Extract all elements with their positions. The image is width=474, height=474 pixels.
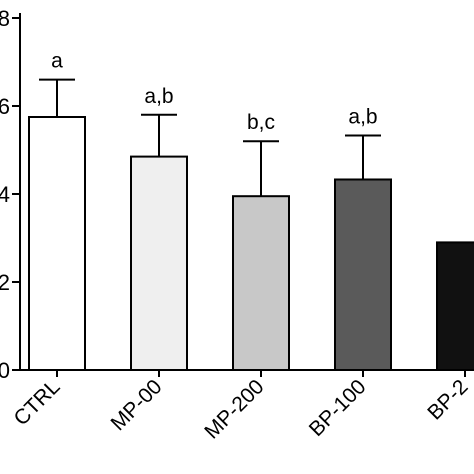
y-tick-label: 2 (0, 270, 10, 295)
y-tick-label: 6 (0, 94, 10, 119)
category-label: MP-200 (200, 375, 268, 443)
bar-bp-2 (436, 241, 474, 371)
category-label: CTRL (9, 375, 64, 430)
bar-mp-200 (232, 195, 290, 371)
bar-ctrl (28, 116, 86, 371)
significance-label: a,b (348, 105, 377, 128)
bar-bp-100 (334, 178, 392, 371)
category-label: MP-00 (107, 375, 167, 435)
y-tick-label: 8 (0, 6, 10, 31)
bar-mp-00 (130, 155, 188, 371)
y-tick-label: 0 (0, 358, 10, 383)
significance-label: a (51, 50, 63, 73)
category-label: BP-2 (423, 375, 472, 424)
significance-label: b,c (247, 111, 275, 134)
category-label: BP-100 (305, 375, 371, 441)
y-tick-label: 4 (0, 182, 10, 207)
significance-label: a,b (144, 85, 173, 108)
